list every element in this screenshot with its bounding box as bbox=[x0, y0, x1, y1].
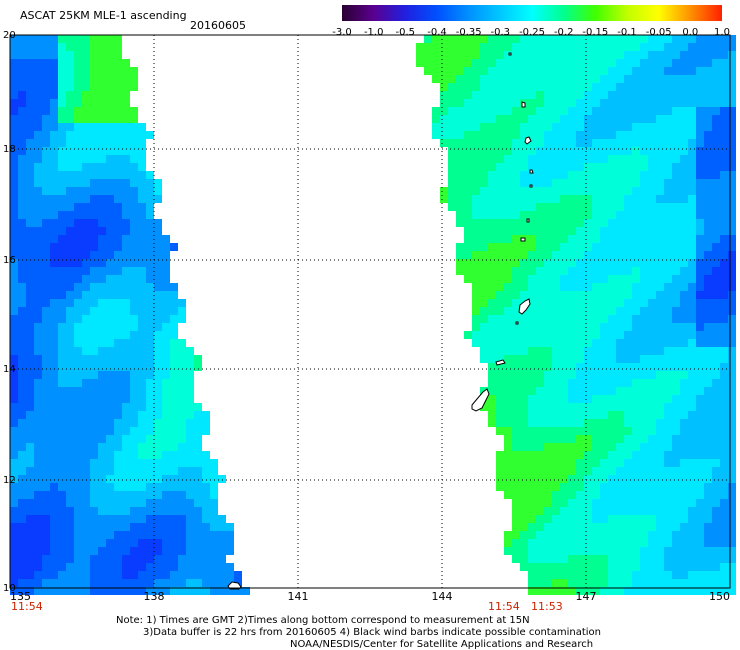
island-outline bbox=[227, 581, 242, 590]
colorbar-label: -0.3 bbox=[491, 27, 511, 38]
swath-right-east-pass bbox=[416, 35, 736, 595]
lon-tick-label: 138 bbox=[144, 590, 165, 603]
lat-tick-label: 20 bbox=[3, 30, 16, 41]
lat-lon-gridlines bbox=[10, 35, 730, 588]
colorbar-label: -0.4 bbox=[427, 27, 447, 38]
lat-tick-label: 14 bbox=[3, 364, 16, 375]
lat-tick-label: 10 bbox=[3, 583, 16, 594]
latitude-tick-labels: 20 18 16 14 12 10 bbox=[3, 30, 16, 594]
island-outline bbox=[529, 169, 534, 174]
map-frame bbox=[9, 34, 731, 589]
colorbar-label: -0.25 bbox=[519, 27, 545, 38]
lon-tick-label: 135 bbox=[10, 590, 31, 603]
time-label-mid-b: 11:53 bbox=[531, 600, 563, 613]
lat-tick-label: 12 bbox=[3, 475, 16, 486]
island-outline bbox=[521, 101, 526, 108]
footer-note-1: Note: 1) Times are GMT 2)Times along bot… bbox=[116, 615, 530, 626]
lat-tick-label: 16 bbox=[3, 255, 16, 266]
product-date: 20160605 bbox=[190, 19, 246, 32]
island-outline bbox=[508, 52, 512, 56]
product-title: ASCAT 25KM MLE-1 ascending bbox=[20, 9, 187, 22]
lon-tick-label: 147 bbox=[576, 590, 597, 603]
island-outline bbox=[518, 298, 531, 315]
colorbar-label: -3.0 bbox=[332, 27, 352, 38]
colorbar-ramp bbox=[342, 5, 722, 21]
colorbar-label: -0.5 bbox=[396, 27, 416, 38]
colorbar-label: -0.2 bbox=[554, 27, 574, 38]
island-outline bbox=[515, 321, 519, 325]
colorbar-label: -0.1 bbox=[617, 27, 637, 38]
coastline-islands bbox=[227, 52, 534, 590]
lon-tick-label: 141 bbox=[288, 590, 309, 603]
footer-note-2: 3)Data buffer is 22 hrs from 20160605 4)… bbox=[143, 627, 601, 638]
colorbar-label: -1.0 bbox=[364, 27, 384, 38]
colorbar-label: -0.05 bbox=[646, 27, 672, 38]
footer-credit: NOAA/NESDIS/Center for Satellite Applica… bbox=[290, 639, 594, 650]
lon-tick-label: 144 bbox=[432, 590, 453, 603]
island-outline bbox=[520, 237, 526, 242]
colorbar-label: 1.0 bbox=[714, 27, 730, 38]
swath-left-west-pass bbox=[10, 35, 250, 595]
time-label-left: 11:54 bbox=[11, 600, 43, 613]
island-outline bbox=[495, 359, 506, 366]
longitude-tick-labels: 135 138 141 144 147 150 bbox=[10, 590, 730, 603]
island-outline bbox=[526, 218, 530, 223]
island-outline bbox=[524, 136, 532, 145]
colorbar-label: -0.35 bbox=[456, 27, 482, 38]
lon-tick-label: 150 bbox=[709, 590, 730, 603]
island-outline bbox=[529, 184, 533, 188]
time-label-mid-a: 11:54 bbox=[488, 600, 520, 613]
lat-tick-label: 18 bbox=[3, 144, 16, 155]
island-outline bbox=[471, 388, 490, 412]
colorbar-label: -0.15 bbox=[582, 27, 608, 38]
swath-map: 135 138 141 144 147 150 20 18 16 14 12 10 11:54 11… bbox=[3, 30, 736, 613]
colorbar-label: 0.0 bbox=[682, 27, 698, 38]
colorbar: -3.0 -1.0 -0.5 -0.4 -0.35 -0.3 -0.25 -0.2 -0.15-… bbox=[332, 5, 730, 38]
